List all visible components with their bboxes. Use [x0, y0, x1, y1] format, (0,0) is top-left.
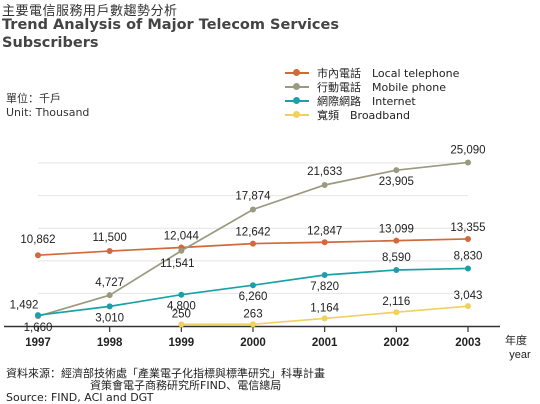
- data-point: [465, 159, 471, 166]
- chart-legend: 市內電話 Local telephone 行動電話 Mobile phone 網…: [285, 66, 459, 122]
- data-point: [393, 267, 400, 274]
- data-point: [321, 272, 328, 279]
- data-point: [35, 312, 41, 319]
- unit-label: 單位：千戶 Unit: Thousand: [6, 92, 89, 120]
- data-point: [250, 206, 256, 213]
- x-tick-label: 2001: [312, 337, 338, 349]
- data-label: 263: [243, 308, 262, 320]
- data-point: [250, 282, 256, 289]
- data-label: 8,590: [382, 252, 411, 264]
- x-tick-label: 1999: [169, 337, 195, 349]
- x-tick-label: 1998: [97, 337, 123, 349]
- data-label: 6,260: [239, 291, 268, 303]
- data-point: [106, 292, 113, 299]
- data-label: 250: [172, 308, 191, 320]
- data-label: 4,727: [95, 277, 124, 289]
- data-label: 13,355: [450, 222, 485, 234]
- data-point: [178, 247, 185, 254]
- data-point: [393, 237, 400, 244]
- data-point: [250, 240, 256, 247]
- source-zh-line-2: 資策會電子商務研究所FIND、電信總局: [90, 379, 282, 392]
- data-label: 7,820: [310, 281, 339, 293]
- x-tick-label: 2002: [384, 337, 410, 349]
- x-axis-label-en: year: [509, 349, 531, 361]
- data-label: 10,862: [20, 234, 55, 246]
- data-point: [393, 167, 400, 174]
- data-label: 12,044: [164, 230, 200, 242]
- data-point: [393, 309, 400, 316]
- legend-label-broadband: 寬頻 Broadband: [317, 109, 410, 122]
- legend-item-internet: 網際網路 Internet: [285, 94, 459, 108]
- unit-label-zh: 單位：千戶: [6, 92, 61, 105]
- data-label: 1,164: [310, 302, 339, 314]
- data-label: 4,800: [167, 301, 196, 313]
- data-label: 12,642: [235, 227, 270, 239]
- data-label: 11,500: [93, 232, 127, 244]
- unit-label-en: Unit: Thousand: [6, 106, 90, 119]
- source-note: 資料來源：經濟部技術處「產業電子化指標與標準研究」科專計畫 資策會電子商務研究所…: [6, 368, 325, 404]
- data-label: 23,905: [379, 176, 414, 188]
- data-label: 13,099: [379, 224, 414, 236]
- data-label: 3,043: [454, 290, 483, 302]
- legend-swatch-mobile: [285, 82, 309, 92]
- x-axis-label: 年度: [505, 333, 527, 347]
- x-tick-label: 2003: [455, 337, 481, 349]
- legend-item-local: 市內電話 Local telephone: [285, 66, 459, 80]
- legend-item-broadband: 寬頻 Broadband: [285, 108, 459, 122]
- data-label: 2,116: [382, 296, 410, 308]
- legend-swatch-broadband: [285, 110, 309, 120]
- data-point: [465, 303, 471, 310]
- data-label: 1,492: [10, 299, 39, 311]
- x-tick-label: 2000: [240, 337, 266, 349]
- data-point: [465, 265, 471, 272]
- data-label: 25,090: [450, 144, 485, 156]
- data-point: [321, 181, 328, 188]
- legend-swatch-internet: [285, 96, 309, 106]
- data-point: [106, 303, 113, 310]
- legend-label-local: 市內電話 Local telephone: [317, 67, 460, 80]
- data-point: [178, 321, 185, 328]
- source-zh-line-1: 資料來源：經濟部技術處「產業電子化指標與標準研究」科專計畫: [6, 367, 325, 380]
- data-label: 3,010: [95, 312, 124, 324]
- data-point: [465, 235, 471, 242]
- source-en: Source: FIND, ACI and DGT: [6, 391, 154, 404]
- chart-title-zh: 主要電信服務用戶數趨勢分析: [2, 4, 178, 19]
- legend-label-internet: 網際網路 Internet: [317, 95, 416, 108]
- legend-swatch-local: [285, 68, 309, 78]
- data-point: [321, 239, 328, 246]
- data-label: 11,541: [160, 258, 194, 270]
- data-point: [106, 248, 113, 255]
- data-point: [178, 291, 185, 298]
- data-label: 8,830: [454, 250, 483, 262]
- chart-title-en: Trend Analysis of Major Telecom Services…: [2, 17, 339, 51]
- data-label: 21,633: [307, 166, 342, 178]
- data-label: 17,874: [235, 190, 271, 202]
- legend-item-mobile: 行動電話 Mobile phone: [285, 80, 459, 94]
- data-label: 1,660: [24, 322, 53, 334]
- data-point: [35, 252, 41, 259]
- x-tick-label: 1997: [25, 337, 51, 349]
- legend-label-mobile: 行動電話 Mobile phone: [317, 81, 447, 94]
- data-label: 12,847: [307, 225, 342, 237]
- data-point: [321, 315, 328, 322]
- data-point: [250, 321, 256, 328]
